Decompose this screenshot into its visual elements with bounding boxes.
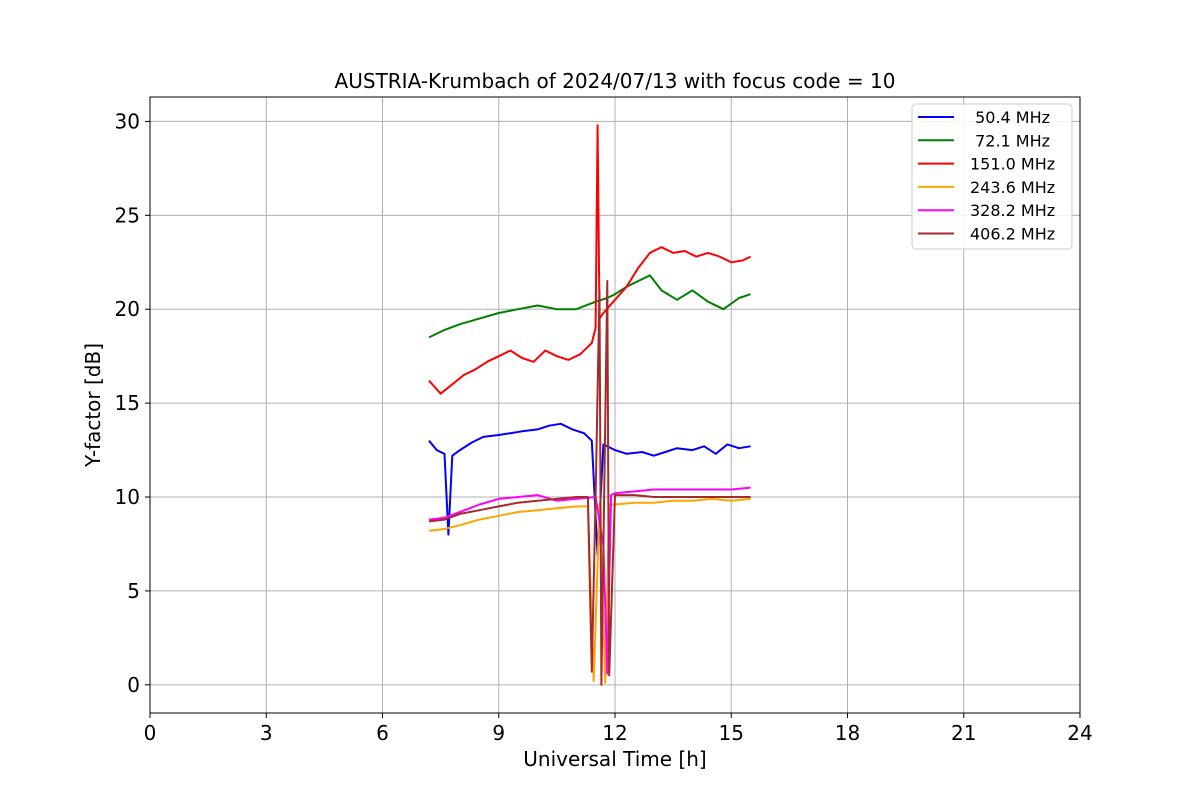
x-tick-label: 21 xyxy=(951,721,976,745)
legend-label: 328.2 MHz xyxy=(970,201,1055,220)
y-tick-label: 25 xyxy=(115,203,140,227)
legend-label: 50.4 MHz xyxy=(970,108,1050,127)
x-tick-label: 9 xyxy=(492,721,505,745)
y-tick-label: 20 xyxy=(115,297,140,321)
x-tick-label: 12 xyxy=(602,721,627,745)
series-line-1 xyxy=(428,422,751,557)
series-line-6 xyxy=(428,280,751,686)
x-axis-label: Universal Time [h] xyxy=(523,747,706,771)
legend-label: 243.6 MHz xyxy=(970,178,1055,197)
y-tick-label: 0 xyxy=(127,673,140,697)
legend: 50.4 MHz 72.1 MHz 151.0 MHz 243.6 MHz 328.2… xyxy=(911,103,1073,250)
series-line-2 xyxy=(428,274,751,339)
legend-label: 72.1 MHz xyxy=(970,131,1050,150)
y-axis-label: Y-factor [dB] xyxy=(81,343,105,468)
y-tick-label: 10 xyxy=(115,485,140,509)
y-tick-label: 30 xyxy=(115,109,140,133)
series-line-3 xyxy=(428,124,752,395)
x-tick-label: 0 xyxy=(144,721,157,745)
legend-label: 406.2 MHz xyxy=(970,225,1055,244)
chart-title: AUSTRIA-Krumbach of 2024/07/13 with focu… xyxy=(335,69,896,93)
x-tick-label: 6 xyxy=(376,721,389,745)
x-tick-label: 15 xyxy=(719,721,744,745)
series-layer xyxy=(428,124,752,686)
y-tick-label: 5 xyxy=(127,579,140,603)
series-line-4 xyxy=(428,497,751,684)
y-tick-label: 15 xyxy=(115,391,140,415)
x-tick-label: 3 xyxy=(260,721,273,745)
legend-label: 151.0 MHz xyxy=(970,155,1055,174)
x-tick-label: 24 xyxy=(1067,721,1092,745)
x-tick-label: 18 xyxy=(835,721,860,745)
y-axis-ticks: 0 5 10 15 20 25 30 xyxy=(115,109,150,697)
x-axis-ticks: 0 3 6 9 12 15 18 21 24 xyxy=(144,713,1093,745)
